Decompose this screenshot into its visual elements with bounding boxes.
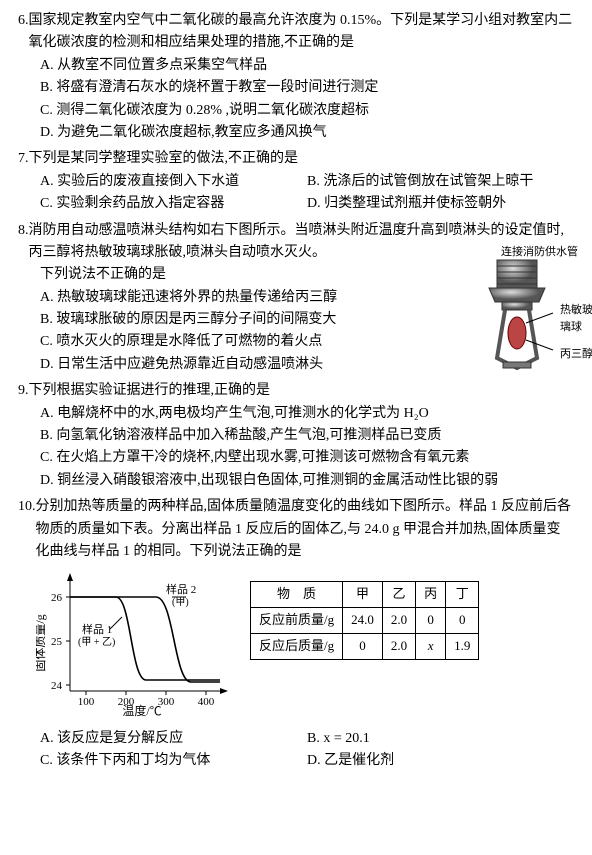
q9-opt-c: C. 在火焰上方罩干冷的烧杯,内壁出现水雾,可推测该可燃物含有氧元素: [40, 447, 574, 469]
question-9: 9. 下列根据实验证据进行的推理,正确的是 A. 电解烧杯中的水,两电极均产生气…: [18, 380, 574, 492]
q6-opt-b: B. 将盛有澄清石灰水的烧杯置于教室一段时间进行测定: [40, 77, 574, 99]
mass-temp-chart: 24 25 26 100 200 300 400 样品 1 (甲 + 乙) 样品…: [36, 567, 236, 725]
q10-text: 分别加热等质量的两种样品,固体质量随温度变化的曲线如下图所示。样品 1 反应前后…: [36, 496, 575, 563]
xtick-100: 100: [78, 696, 95, 708]
ytick-25: 25: [51, 636, 63, 648]
table-row: 物 质 甲 乙 丙 丁: [251, 582, 479, 608]
chart-label-s2: 样品 2: [166, 582, 196, 596]
ytick-26: 26: [51, 592, 63, 604]
q8-opt-d: D. 日常生活中应避免热源靠近自动感温喷淋头: [40, 354, 439, 376]
ytick-24: 24: [51, 680, 63, 692]
chart-label-s1sub: (甲 + 乙): [78, 636, 115, 648]
question-7: 7. 下列是某同学整理实验室的做法,不正确的是 A. 实验后的废液直接倒入下水道…: [18, 148, 574, 215]
q9-opt-b: B. 向氢氧化钠溶液样品中加入稀盐酸,产生气泡,可推测样品已变质: [40, 425, 574, 447]
q6-options: A. 从教室不同位置多点采集空气样品 B. 将盛有澄清石灰水的烧杯置于教室一段时…: [18, 55, 574, 145]
q7-number: 7.: [18, 148, 29, 170]
q10-figure-row: 24 25 26 100 200 300 400 样品 1 (甲 + 乙) 样品…: [18, 567, 574, 725]
table-head-4: 丁: [446, 582, 479, 608]
mass-table: 物 质 甲 乙 丙 丁 反应前质量/g 24.0 2.0 0 0 反应后质量/g…: [250, 581, 479, 659]
question-8: 8. 消防用自动感温喷淋头结构如右下图所示。当喷淋头附近温度升高到喷淋头的设定值…: [18, 220, 574, 377]
q7-options: A. 实验后的废液直接倒入下水道 B. 洗涤后的试管倒放在试管架上晾干 C. 实…: [18, 171, 574, 216]
table-head-0: 物 质: [251, 582, 343, 608]
q10-stem: 10. 分别加热等质量的两种样品,固体质量随温度变化的曲线如下图所示。样品 1 …: [18, 496, 574, 563]
q9-text: 下列根据实验证据进行的推理,正确的是: [29, 380, 575, 402]
q6-stem: 6. 国家规定教室内空气中二氧化碳的最高允许浓度为 0.15%。下列是某学习小组…: [18, 10, 574, 55]
q8-opt-c: C. 喷水灭火的原理是水降低了可燃物的着火点: [40, 331, 439, 353]
xtick-400: 400: [198, 696, 215, 708]
q6-opt-d: D. 为避免二氧化碳浓度超标,教室应多通风换气: [40, 122, 574, 144]
q10-opt-b: B. x = 20.1: [307, 728, 574, 750]
chart-label-s1: 样品 1: [82, 622, 112, 636]
chart-ylabel: 固体质量/g: [36, 615, 47, 672]
q9-opt-a: A. 电解烧杯中的水,两电极均产生气泡,可推测水的化学式为 H₂O: [40, 403, 574, 425]
q10-number: 10.: [18, 496, 36, 563]
q8-opt-a: A. 热敏玻璃球能迅速将外界的热量传递给丙三醇: [40, 287, 439, 309]
q7-opt-c: C. 实验剩余药品放入指定容器: [40, 193, 307, 215]
q6-text: 国家规定教室内空气中二氧化碳的最高允许浓度为 0.15%。下列是某学习小组对教室…: [29, 10, 575, 55]
table-head-3: 丙: [416, 582, 446, 608]
chart-xlabel: 温度/℃: [122, 703, 161, 717]
q7-text: 下列是某同学整理实验室的做法,不正确的是: [29, 148, 575, 170]
sprinkler-diagram: 连接消防供水管 热敏玻璃球 丙三醇: [452, 258, 582, 388]
q8-number: 8.: [18, 220, 29, 265]
q7-stem: 7. 下列是某同学整理实验室的做法,不正确的是: [18, 148, 574, 170]
q6-opt-a: A. 从教室不同位置多点采集空气样品: [40, 55, 574, 77]
table-head-2: 乙: [382, 582, 415, 608]
q6-number: 6.: [18, 10, 29, 55]
q10-opt-c: C. 该条件下丙和丁均为气体: [40, 750, 307, 772]
q9-stem: 9. 下列根据实验证据进行的推理,正确的是: [18, 380, 574, 402]
chart-label-s2sub: (甲): [172, 597, 189, 608]
table-row: 反应前质量/g 24.0 2.0 0 0: [251, 608, 479, 634]
sprinkler-icon: [467, 258, 567, 388]
question-10: 10. 分别加热等质量的两种样品,固体质量随温度变化的曲线如下图所示。样品 1 …: [18, 496, 574, 772]
q7-opt-d: D. 归类整理试剂瓶并使标签朝外: [307, 193, 574, 215]
q9-options: A. 电解烧杯中的水,两电极均产生气泡,可推测水的化学式为 H₂O B. 向氢氧…: [18, 403, 574, 493]
q9-number: 9.: [18, 380, 29, 402]
q8-opt-b: B. 玻璃球胀破的原因是丙三醇分子间的间隔变大: [40, 309, 439, 331]
table-row: 反应后质量/g 0 2.0 x 1.9: [251, 633, 479, 659]
q7-opt-b: B. 洗涤后的试管倒放在试管架上晾干: [307, 171, 574, 193]
q7-opt-a: A. 实验后的废液直接倒入下水道: [40, 171, 307, 193]
q10-options: A. 该反应是复分解反应 B. x = 20.1 C. 该条件下丙和丁均为气体 …: [18, 728, 574, 773]
sprinkler-label-top: 连接消防供水管: [501, 244, 578, 262]
question-6: 6. 国家规定教室内空气中二氧化碳的最高允许浓度为 0.15%。下列是某学习小组…: [18, 10, 574, 144]
sprinkler-label-glass: 热敏玻璃球: [560, 302, 592, 337]
q9-opt-d: D. 铜丝浸入硝酸银溶液中,出现银白色固体,可推测铜的金属活动性比银的弱: [40, 470, 574, 492]
table-head-1: 甲: [343, 582, 383, 608]
sprinkler-label-glycerol: 丙三醇: [560, 346, 592, 364]
q10-opt-a: A. 该反应是复分解反应: [40, 728, 307, 750]
q10-opt-d: D. 乙是催化剂: [307, 750, 574, 772]
q6-opt-c: C. 测得二氧化碳浓度为 0.28% ,说明二氧化碳浓度超标: [40, 100, 574, 122]
